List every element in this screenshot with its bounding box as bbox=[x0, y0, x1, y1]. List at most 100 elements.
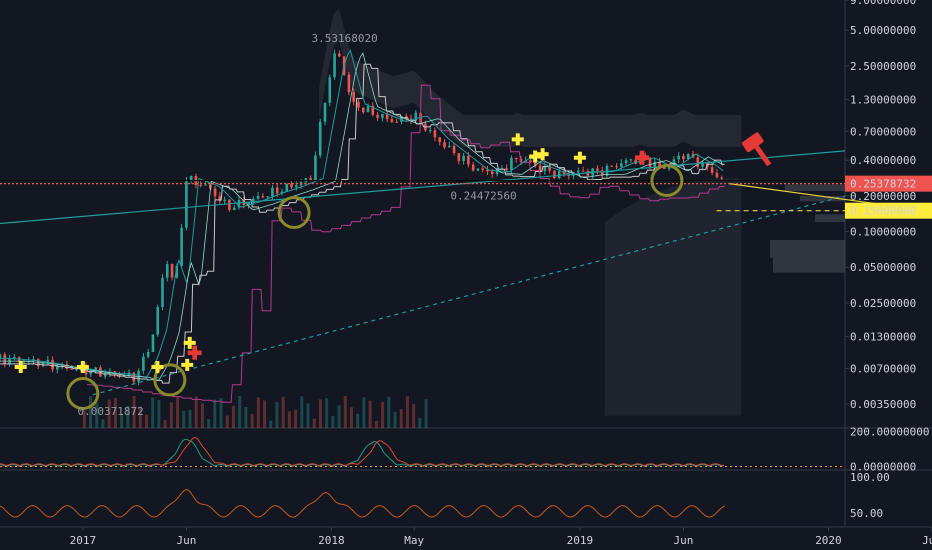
volume-profile-bar bbox=[800, 195, 845, 202]
candle-body bbox=[318, 121, 322, 156]
buy-cross-marker bbox=[511, 133, 524, 146]
candle-body bbox=[543, 166, 547, 172]
volume-bar bbox=[275, 402, 279, 428]
candle-body bbox=[490, 171, 494, 175]
cross-bar-v bbox=[18, 360, 23, 373]
candle-body bbox=[467, 155, 470, 165]
candle-body bbox=[256, 195, 260, 199]
candle-body bbox=[208, 184, 212, 189]
magenta-step-line bbox=[87, 84, 725, 403]
volume-bar bbox=[151, 397, 155, 428]
candle-body bbox=[295, 185, 298, 188]
buy-cross-marker bbox=[536, 148, 549, 161]
candle-body bbox=[146, 352, 150, 357]
volume-profile-bar bbox=[785, 184, 845, 192]
candle-body bbox=[271, 187, 274, 197]
price-tick-label: 0.20000000 bbox=[850, 190, 916, 203]
time-tick-label: Jun bbox=[674, 534, 694, 547]
candle-body bbox=[223, 199, 226, 202]
candle-body bbox=[161, 277, 164, 307]
oscillator-tick-label: 200.00000000 bbox=[850, 426, 929, 439]
volume-bar bbox=[300, 396, 304, 428]
candle-body bbox=[529, 160, 532, 163]
volume-bar bbox=[312, 418, 316, 428]
time-tick-label: 2017 bbox=[70, 534, 97, 547]
cross-bar-v bbox=[192, 345, 198, 360]
candle-body bbox=[3, 354, 7, 364]
candle-body bbox=[65, 364, 69, 369]
candle-body bbox=[428, 130, 432, 132]
candle-body bbox=[557, 171, 561, 179]
volume-bar bbox=[250, 414, 254, 428]
candle-body bbox=[514, 157, 518, 159]
price-annotation: 3.53168020 bbox=[312, 32, 378, 45]
candle-body bbox=[0, 354, 2, 359]
buy-cross-marker bbox=[181, 358, 194, 371]
candle-body bbox=[701, 162, 704, 167]
volume-profile-bar bbox=[773, 257, 845, 273]
highlight-circle[interactable] bbox=[153, 363, 187, 397]
volume-bar bbox=[231, 405, 235, 428]
candle-body bbox=[677, 155, 680, 160]
candle-body bbox=[433, 130, 437, 138]
candle-body bbox=[13, 357, 16, 359]
volume-bar bbox=[157, 400, 161, 428]
rsi-line bbox=[0, 489, 725, 518]
highlight-circle[interactable] bbox=[277, 195, 311, 229]
candle-body bbox=[414, 112, 418, 121]
price-tick-label: 0.70000000 bbox=[850, 125, 916, 138]
time-tick-label: Jun bbox=[922, 534, 932, 547]
price-tick-label: 0.05000000 bbox=[850, 261, 916, 274]
volume-bar bbox=[213, 399, 217, 428]
volume-bar bbox=[325, 398, 329, 428]
target-price-label[interactable]: 0.15000000 bbox=[845, 202, 932, 219]
candle-body bbox=[624, 160, 628, 164]
volume-bar bbox=[381, 401, 385, 428]
candle-body bbox=[696, 157, 700, 167]
highlight-circle[interactable] bbox=[66, 377, 100, 411]
highlight-circle[interactable] bbox=[650, 163, 684, 197]
candle-body bbox=[395, 121, 398, 123]
candle-body bbox=[476, 168, 480, 171]
candle-body bbox=[204, 184, 207, 186]
volume-bar bbox=[350, 407, 354, 428]
volume-bar bbox=[343, 396, 347, 428]
candle-body bbox=[213, 188, 217, 197]
volume-bar bbox=[393, 411, 397, 428]
volume-bar bbox=[399, 409, 403, 428]
candle-body bbox=[347, 74, 351, 93]
time-tick-label: 2018 bbox=[318, 534, 345, 547]
volume-bar bbox=[89, 396, 93, 428]
candle-body bbox=[237, 199, 241, 208]
volume-bar bbox=[95, 402, 99, 428]
volume-bar bbox=[256, 397, 260, 428]
volume-bar bbox=[244, 406, 248, 428]
candle-body bbox=[390, 119, 394, 122]
candle-body bbox=[686, 154, 690, 160]
candle-body bbox=[228, 199, 231, 210]
white-step-line bbox=[0, 63, 725, 384]
volume-bar bbox=[238, 396, 242, 428]
buy-cross-marker bbox=[14, 360, 27, 373]
gavel-handle bbox=[754, 145, 772, 167]
volume-bar bbox=[200, 403, 204, 428]
price-label-text: 0.15000000 bbox=[850, 205, 916, 218]
candle-body bbox=[452, 145, 456, 154]
volume-bar bbox=[219, 398, 223, 428]
price-label-text: 0.25378732 bbox=[850, 178, 916, 191]
candle-body bbox=[562, 171, 566, 174]
cross-bar-v bbox=[515, 133, 520, 146]
trendline-lower-dashed[interactable] bbox=[92, 195, 846, 396]
gavel-icon bbox=[741, 132, 772, 167]
cross-bar-v bbox=[155, 360, 160, 373]
volume-bar bbox=[101, 419, 105, 428]
volume-bar bbox=[169, 402, 173, 428]
trendline-upper[interactable] bbox=[0, 150, 846, 225]
current-price-label[interactable]: 0.25378732 bbox=[845, 175, 932, 192]
price-tick-label: 0.01300000 bbox=[850, 331, 916, 344]
candle-body bbox=[385, 113, 389, 120]
buy-cross-marker bbox=[76, 360, 89, 373]
candle-body bbox=[486, 169, 489, 172]
time-tick-label: May bbox=[404, 534, 424, 547]
